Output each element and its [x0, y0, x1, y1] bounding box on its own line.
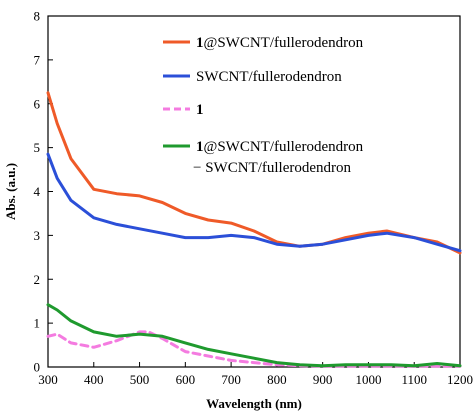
- legend-label-part: 1: [196, 139, 204, 155]
- axes: 300 400 500 600 700 800 900 1000 1100 1200 0 1 2 3 4 5 6…: [34, 9, 474, 388]
- x-tick-label: 300: [38, 372, 58, 387]
- legend-label-part: SWCNT/fullerodendron: [196, 69, 342, 85]
- legend-label-2: SWCNT/fullerodendron: [196, 69, 342, 85]
- x-tick-label: 1100: [401, 372, 427, 387]
- legend-label-3: 1: [196, 102, 204, 118]
- legend-label-part: @SWCNT/fullerodendron: [204, 139, 364, 155]
- series-line-3: [46, 330, 462, 368]
- y-tick-label: 5: [34, 140, 41, 155]
- legend-label-line2: − SWCNT/fullerodendron: [193, 160, 352, 176]
- x-tick-label: 1000: [355, 372, 381, 387]
- x-tick-label: 800: [267, 372, 287, 387]
- series-layer: [46, 91, 462, 368]
- y-tick-label: 6: [34, 96, 41, 111]
- legend-label-1: 1@SWCNT/fullerodendron: [196, 35, 364, 51]
- series-line-2: [46, 152, 462, 253]
- series-line-1: [46, 91, 462, 255]
- legend-label-part: @SWCNT/fullerodendron: [204, 35, 364, 51]
- series-line-4: [46, 303, 462, 368]
- y-tick-label: 3: [34, 228, 41, 243]
- x-tick-label: 700: [221, 372, 241, 387]
- y-axis-title: Abs. (a.u.): [3, 163, 18, 220]
- y-tick-label: 4: [34, 184, 41, 199]
- x-axis-title: Wavelength (nm): [206, 396, 302, 411]
- x-tick-label: 500: [130, 372, 150, 387]
- y-tick-label: 1: [34, 316, 41, 331]
- legend-label-part: 1: [196, 35, 204, 51]
- x-tick-label: 1200: [447, 372, 473, 387]
- x-tick-label: 400: [84, 372, 104, 387]
- legend-label-4: 1@SWCNT/fullerodendron: [196, 139, 364, 155]
- x-tick-label: 600: [176, 372, 196, 387]
- y-tick-label: 8: [34, 9, 41, 24]
- y-tick-label: 7: [34, 52, 41, 67]
- legend-label-part: 1: [196, 102, 204, 118]
- y-tick-label: 0: [34, 360, 41, 375]
- legend: 1@SWCNT/fullerodendronSWCNT/fullerodendr…: [163, 35, 364, 176]
- y-tick-label: 2: [34, 272, 41, 287]
- x-tick-label: 900: [313, 372, 333, 387]
